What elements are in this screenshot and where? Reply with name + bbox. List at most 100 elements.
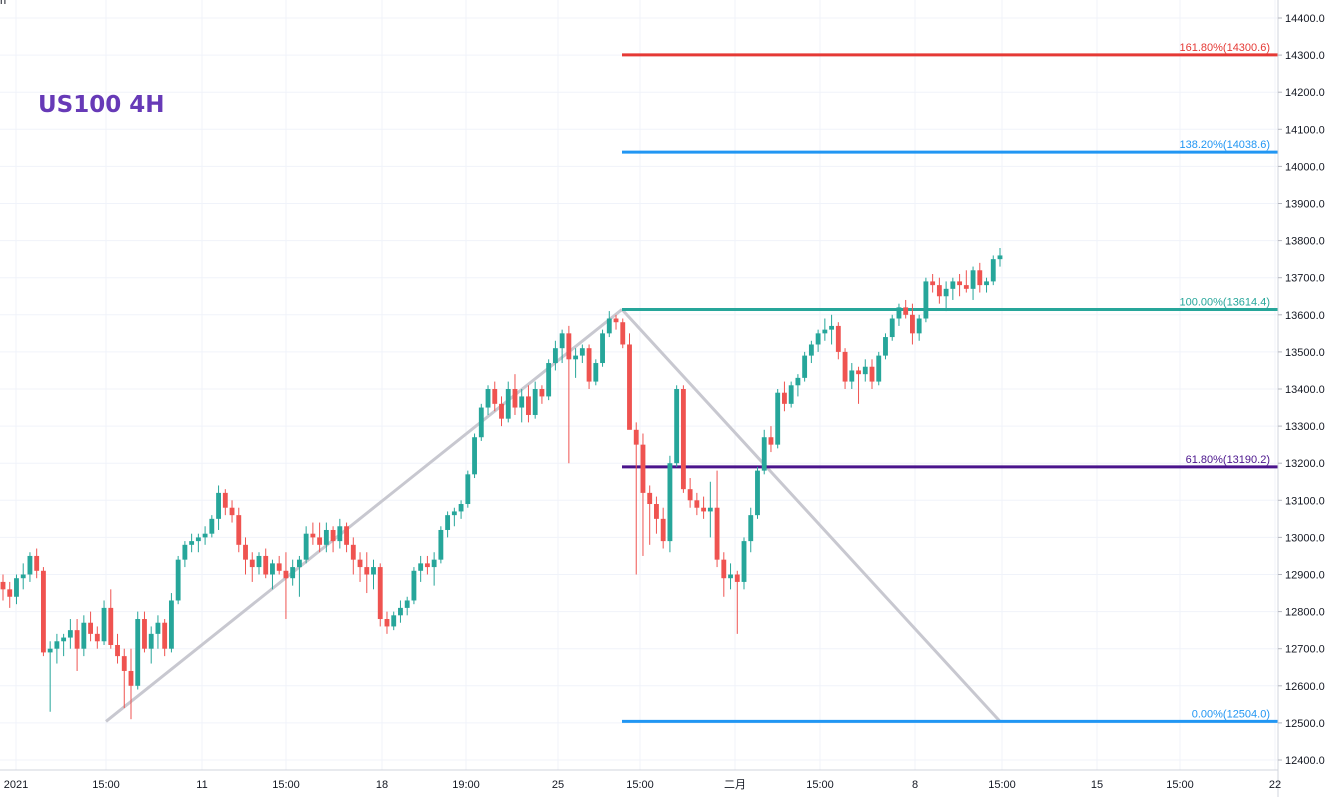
candle-up bbox=[741, 541, 747, 582]
candle-down bbox=[310, 533, 316, 538]
candle-up bbox=[674, 389, 680, 464]
y-tick-label: 13100.0 bbox=[1285, 495, 1325, 507]
candle-up bbox=[54, 641, 60, 649]
candle-down bbox=[249, 559, 255, 568]
candle-up bbox=[519, 396, 525, 408]
candle-up bbox=[27, 555, 33, 575]
candle-down bbox=[229, 507, 235, 516]
candle-down bbox=[734, 574, 740, 582]
candle-down bbox=[424, 563, 430, 568]
candle-down bbox=[499, 403, 504, 419]
fib-levels: 161.80%(14300.6) 138.20%(14038.6) 100.00%(… bbox=[622, 42, 1278, 723]
candle-down bbox=[694, 500, 700, 508]
candle-up bbox=[371, 567, 376, 575]
candle-down bbox=[977, 270, 983, 286]
candle-down bbox=[276, 563, 282, 571]
candle-up bbox=[404, 600, 410, 608]
candle-up bbox=[593, 363, 599, 382]
candle-up bbox=[552, 348, 558, 364]
candle-up bbox=[14, 578, 19, 597]
y-tick-label: 14100.0 bbox=[1285, 124, 1325, 136]
candle-up bbox=[728, 574, 733, 579]
candle-down bbox=[34, 555, 40, 571]
x-tick-label: 11 bbox=[196, 779, 207, 791]
y-tick-label: 12500.0 bbox=[1285, 718, 1325, 730]
candle-down bbox=[640, 444, 646, 493]
candle-up bbox=[943, 288, 949, 297]
candle-down bbox=[539, 389, 545, 397]
candle-down bbox=[633, 429, 639, 445]
y-tick-label: 13800.0 bbox=[1285, 236, 1325, 248]
y-tick-label: 12400.0 bbox=[1285, 755, 1325, 767]
candle-up bbox=[195, 537, 201, 542]
candle-up bbox=[748, 515, 754, 542]
candle-up bbox=[303, 533, 309, 560]
y-tick-label: 13200.0 bbox=[1285, 458, 1325, 470]
candle-down bbox=[0, 581, 6, 590]
candle-up bbox=[579, 348, 585, 356]
candle-down bbox=[330, 529, 336, 542]
time-axis[interactable]: 2021 15:00 11 15:00 18 19:00 25 15:00 二月 15:00 8 15… bbox=[4, 779, 1281, 791]
candle-down bbox=[222, 492, 228, 508]
candle-down bbox=[526, 396, 531, 415]
price-axis[interactable]: 14400.0 14300.0 14200.0 14100.0 14000.0 13900… bbox=[1278, 13, 1325, 767]
candle-up bbox=[337, 526, 343, 542]
candle-down bbox=[782, 392, 787, 404]
candle-up bbox=[883, 337, 888, 356]
candle-down bbox=[512, 389, 518, 408]
candle-down bbox=[40, 570, 46, 653]
y-tick-label: 13600.0 bbox=[1285, 310, 1325, 322]
candle-down bbox=[317, 537, 323, 545]
y-tick-label: 12600.0 bbox=[1285, 681, 1325, 693]
y-tick-label: 13500.0 bbox=[1285, 347, 1325, 359]
fib-level-label: 161.80%(14300.6) bbox=[1179, 42, 1270, 54]
candle-up bbox=[984, 281, 989, 286]
candle-up bbox=[182, 544, 188, 560]
candle-down bbox=[963, 285, 969, 289]
candle-up bbox=[573, 355, 579, 360]
y-tick-label: 13000.0 bbox=[1285, 532, 1325, 544]
candle-down bbox=[660, 518, 666, 542]
chart-title: US100 4H bbox=[38, 92, 165, 118]
candle-up bbox=[148, 633, 154, 649]
candle-up bbox=[485, 389, 491, 408]
candle-up bbox=[822, 329, 828, 334]
candle-up bbox=[916, 318, 922, 334]
x-tick-label: 19:00 bbox=[452, 779, 480, 791]
candle-up bbox=[47, 648, 53, 653]
x-tick-label: 15:00 bbox=[626, 779, 654, 791]
candle-up bbox=[168, 600, 174, 649]
x-tick-label: 18 bbox=[376, 779, 388, 791]
fib-level-label: 138.20%(14038.6) bbox=[1179, 139, 1270, 151]
x-tick-label: 15:00 bbox=[272, 779, 300, 791]
candle-up bbox=[829, 325, 835, 330]
candle-down bbox=[121, 656, 127, 671]
candle-down bbox=[620, 322, 626, 345]
candle-up bbox=[296, 559, 302, 568]
x-tick-label: 15 bbox=[1091, 779, 1103, 791]
candle-up bbox=[862, 366, 868, 375]
x-tick-label: 22 bbox=[1269, 779, 1281, 791]
candle-down bbox=[768, 437, 774, 445]
candle-down bbox=[566, 333, 572, 360]
candle-up bbox=[418, 563, 424, 571]
candle-down bbox=[687, 489, 693, 501]
candle-up bbox=[431, 559, 437, 568]
candle-up bbox=[391, 615, 397, 627]
y-tick-label: 13300.0 bbox=[1285, 421, 1325, 433]
candle-down bbox=[586, 348, 592, 382]
candle-down bbox=[236, 515, 242, 545]
candle-down bbox=[910, 314, 915, 334]
y-tick-label: 13700.0 bbox=[1285, 273, 1325, 285]
candle-down bbox=[957, 281, 963, 286]
candle-down bbox=[701, 507, 707, 512]
candle-up bbox=[216, 492, 221, 519]
x-tick-label: 8 bbox=[912, 779, 918, 791]
candle-up bbox=[458, 504, 464, 512]
candle-up bbox=[411, 570, 417, 601]
candle-up bbox=[997, 255, 1003, 260]
candle-down bbox=[721, 559, 727, 579]
candle-up bbox=[101, 607, 107, 642]
y-tick-label: 12800.0 bbox=[1285, 607, 1325, 619]
